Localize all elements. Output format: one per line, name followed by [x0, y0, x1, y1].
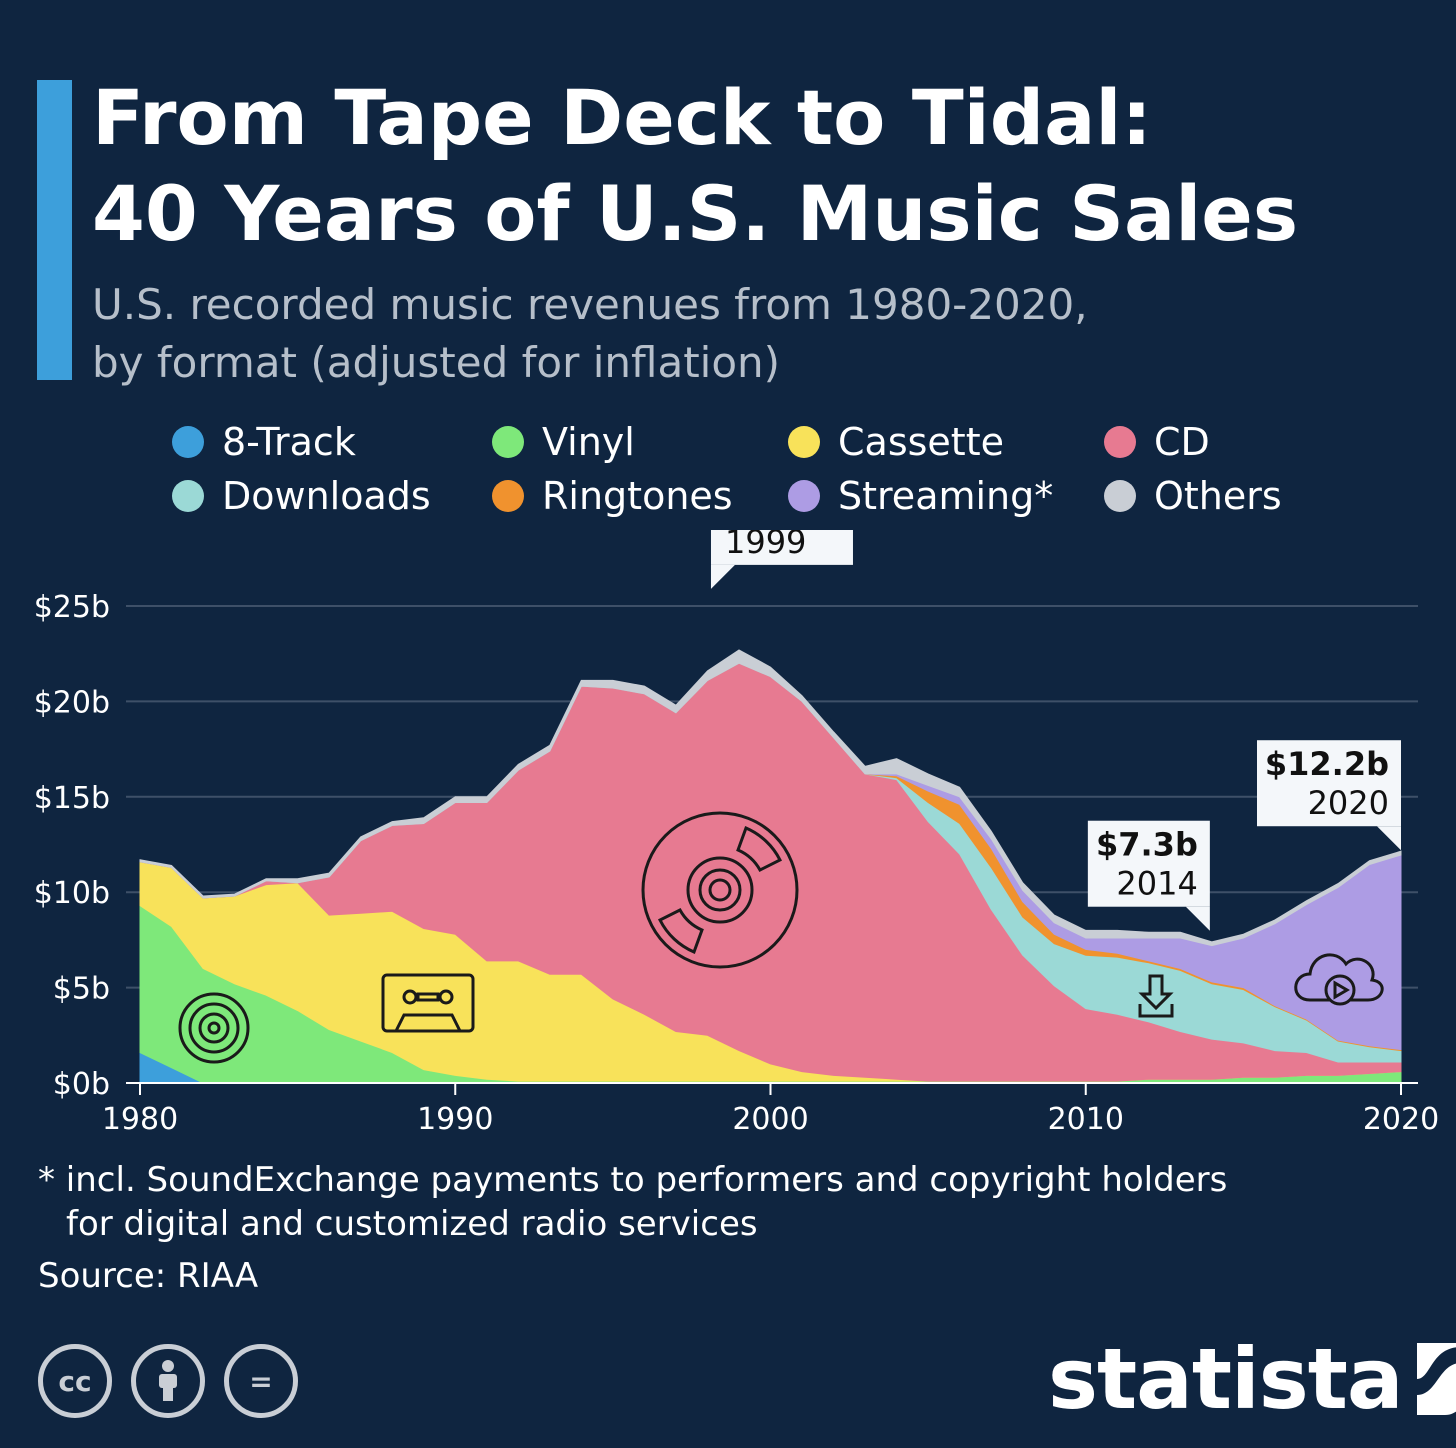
- brand-wordmark: statista: [1048, 1330, 1404, 1428]
- callout-year: 2014: [1116, 865, 1197, 903]
- y-tick-label: $10b: [34, 876, 110, 911]
- callout-box: [1257, 740, 1401, 827]
- vinyl-record-icon: [178, 992, 250, 1064]
- legend-swatch: [172, 426, 204, 458]
- attribution-icon[interactable]: [131, 1344, 205, 1418]
- y-tick-label: $20b: [34, 685, 110, 720]
- footnote: * incl. SoundExchange payments to perfor…: [38, 1158, 1338, 1246]
- subtitle-line-1: U.S. recorded music revenues from 1980-2…: [92, 280, 1088, 329]
- license-icons: cc =: [38, 1344, 298, 1418]
- legend-label: CD: [1154, 420, 1210, 464]
- callout-value: $12.2b: [1265, 745, 1389, 783]
- legend-item-others: Others: [1104, 474, 1404, 518]
- legend-item-cassette: Cassette: [788, 420, 1104, 464]
- legend-label: Downloads: [222, 474, 431, 518]
- cassette-tape-icon: [381, 973, 475, 1033]
- legend-label: Ringtones: [542, 474, 733, 518]
- legend-swatch: [788, 480, 820, 512]
- legend-item-ringtones: Ringtones: [492, 474, 788, 518]
- y-tick-label: $5b: [53, 972, 110, 1007]
- legend-item-streaming: Streaming*: [788, 474, 1104, 518]
- legend-label: Streaming*: [838, 474, 1054, 518]
- callout-pointer: [1377, 826, 1401, 851]
- y-tick-label: $0b: [53, 1067, 110, 1102]
- stacked-area-chart: $0b $5b $10b $15b $20b $25b 1980 1990 2000 2010 20…: [34, 530, 1439, 1137]
- subtitle-line-2: by format (adjusted for inflation): [92, 338, 781, 387]
- statista-brand[interactable]: statista: [1048, 1330, 1456, 1428]
- callout-year: 1999: [725, 530, 806, 561]
- callout-value: $7.3b: [1096, 826, 1198, 864]
- callout-box: [710, 530, 853, 565]
- creative-commons-icon[interactable]: cc: [38, 1344, 112, 1418]
- no-derivatives-icon[interactable]: =: [224, 1344, 298, 1418]
- format-icons: [178, 811, 1384, 1064]
- y-tick-label: $15b: [34, 781, 110, 816]
- legend-item-vinyl: Vinyl: [492, 420, 788, 464]
- callout-year: 2020: [1308, 784, 1389, 822]
- legend-swatch: [788, 426, 820, 458]
- footnote-line-1: * incl. SoundExchange payments to perfor…: [38, 1160, 1228, 1200]
- legend-label: 8-Track: [222, 420, 356, 464]
- legend-swatch: [492, 480, 524, 512]
- callout-pointer: [710, 564, 735, 589]
- statista-logo-icon: [1416, 1343, 1456, 1415]
- legend-swatch: [492, 426, 524, 458]
- x-tick-label: 1980: [102, 1102, 178, 1137]
- legend-item-8-track: 8-Track: [172, 420, 492, 464]
- chart-subtitle: U.S. recorded music revenues from 1980-2…: [92, 276, 1392, 392]
- x-tick-label: 2000: [732, 1102, 808, 1137]
- legend-label: Others: [1154, 474, 1282, 518]
- x-tick-label: 1990: [417, 1102, 493, 1137]
- title-line-1: From Tape Deck to Tidal:: [92, 73, 1152, 162]
- x-tick-label: 2020: [1363, 1102, 1439, 1137]
- callout-pointer: [1185, 906, 1210, 931]
- callout-1999: $22.7b1999: [710, 530, 853, 589]
- download-icon: [1138, 974, 1174, 1018]
- y-tick-label: $25b: [34, 590, 110, 625]
- compact-disc-icon: [641, 811, 799, 969]
- chart-title: From Tape Deck to Tidal: 40 Years of U.S…: [92, 70, 1432, 262]
- title-line-2: 40 Years of U.S. Music Sales: [92, 169, 1299, 258]
- legend-swatch: [172, 480, 204, 512]
- cloud-streaming-icon: [1294, 953, 1384, 1006]
- legend-item-cd: CD: [1104, 420, 1404, 464]
- chart-legend: 8-Track Vinyl Cassette CD Downloads Ringtones…: [172, 420, 1432, 518]
- x-tick-label: 2010: [1048, 1102, 1124, 1137]
- area-series-others: [139, 649, 1402, 947]
- source-text: Source: RIAA: [38, 1256, 259, 1296]
- title-accent-bar: [37, 80, 72, 380]
- footnote-line-2: for digital and customized radio service…: [66, 1204, 758, 1244]
- legend-label: Vinyl: [542, 420, 635, 464]
- legend-item-downloads: Downloads: [172, 474, 492, 518]
- legend-label: Cassette: [838, 420, 1004, 464]
- legend-swatch: [1104, 480, 1136, 512]
- legend-swatch: [1104, 426, 1136, 458]
- callout-box: [1087, 820, 1210, 907]
